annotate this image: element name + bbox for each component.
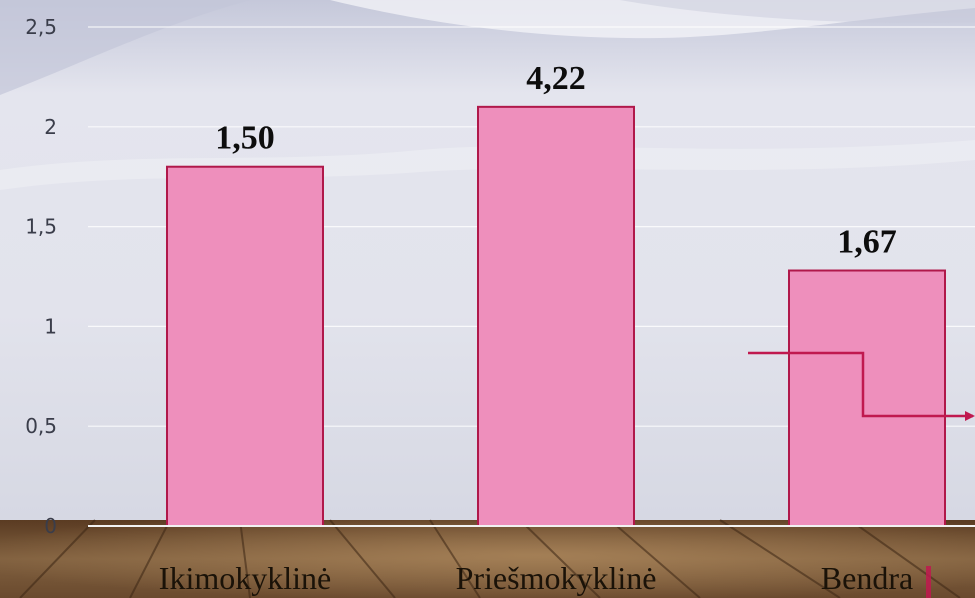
cloud-swirl-right (620, 0, 975, 23)
wood-planks (19, 519, 961, 598)
bar-value-label: 4,22 (526, 60, 586, 97)
bar-value-label: 1,67 (837, 224, 897, 261)
category-label: Ikimokyklinė (159, 560, 331, 596)
y-tick-label: 2,5 (25, 15, 57, 39)
cloud-swirl-left (0, 0, 250, 95)
x-axis-labels: Ikimokyklinė Priešmokyklinė Bendra (159, 560, 913, 596)
y-tick-label: 1 (44, 314, 57, 338)
bar (788, 269, 946, 527)
y-tick-label: 2 (44, 115, 57, 139)
y-axis-ticks: 0 0,5 1 1,5 2 2,5 (25, 15, 57, 538)
y-tick-label: 0 (44, 514, 57, 538)
bar (477, 105, 635, 527)
data-labels: 1,50 4,22 1,67 (215, 60, 897, 261)
category-label: Priešmokyklinė (456, 560, 657, 596)
bar-series (166, 105, 946, 527)
y-tick-label: 1,5 (25, 215, 57, 239)
bar-value-label: 1,50 (215, 120, 275, 157)
bar (166, 165, 324, 527)
category-label: Bendra (821, 560, 913, 596)
y-tick-label: 0,5 (25, 414, 57, 438)
text-cursor-marker (926, 566, 931, 598)
elbow-arrow-icon (748, 351, 975, 421)
